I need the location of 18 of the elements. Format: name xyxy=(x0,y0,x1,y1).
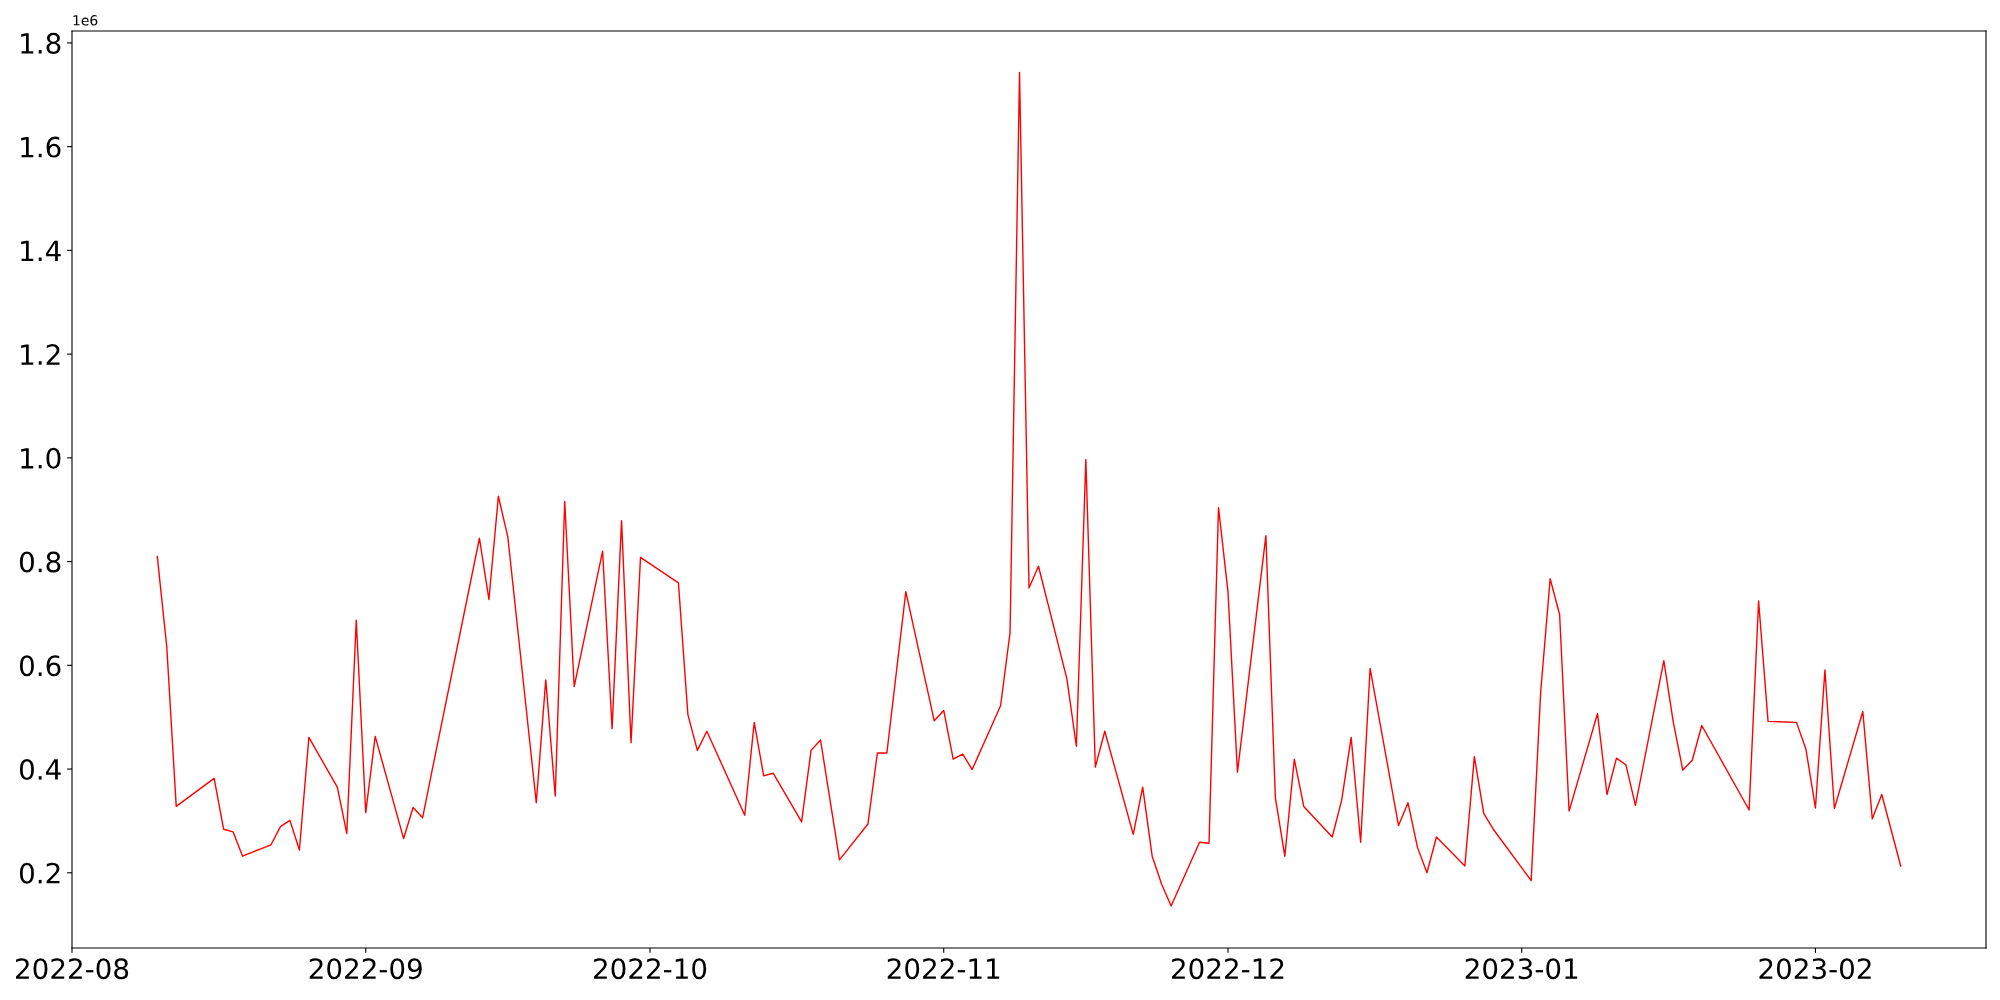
y-tick-label: 1.2 xyxy=(21,344,60,365)
x-tick-label: 2022-09 xyxy=(309,958,422,980)
x-tick-label: 2023-01 xyxy=(1465,958,1578,980)
x-tick-label: 2022-11 xyxy=(887,958,1000,980)
text: 1e6 xyxy=(73,15,98,26)
line-series xyxy=(156,71,1902,907)
x-tick-label: 2022-08 xyxy=(16,958,129,980)
x-tick-label: 2022-10 xyxy=(593,958,707,980)
y-tick-label: 1.6 xyxy=(21,136,61,158)
x-tick-label: 2023-02 xyxy=(1759,958,1871,980)
y-tick-label: 0.6 xyxy=(19,655,61,677)
y-tick-label: 0.4 xyxy=(19,759,61,781)
y-tick-label: 1.0 xyxy=(21,447,61,469)
y-tick-label: 1.4 xyxy=(21,240,61,261)
y-tick-label: 1.8 xyxy=(21,32,61,54)
y-tick-label: 0.2 xyxy=(19,862,60,884)
y-tick-label: 0.8 xyxy=(19,551,61,573)
x-tick-label: 2022-12 xyxy=(1171,958,1284,980)
